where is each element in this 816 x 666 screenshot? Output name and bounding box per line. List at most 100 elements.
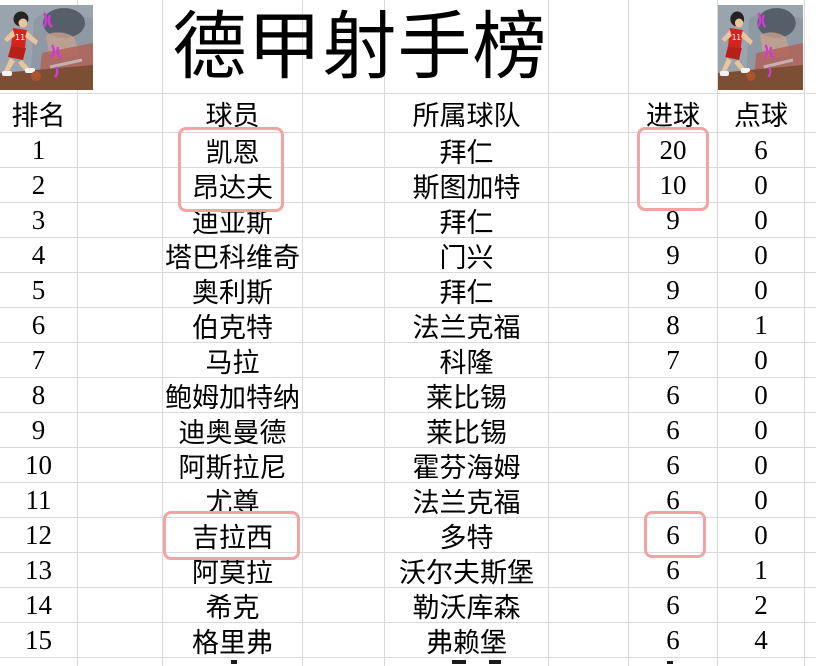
header-goals[interactable]: 进球 xyxy=(629,94,718,133)
empty-cell xyxy=(549,238,629,273)
cell-goals[interactable]: 9 xyxy=(629,273,718,308)
cell-player[interactable]: 希克 xyxy=(163,588,303,623)
header-player[interactable]: 球员 xyxy=(163,94,303,133)
cell-goals[interactable]: 20 xyxy=(629,133,718,168)
empty-cell xyxy=(805,238,816,273)
empty-cell xyxy=(805,413,816,448)
cell-penalty[interactable]: 0 xyxy=(718,273,805,308)
cell-rank[interactable]: 14 xyxy=(0,588,78,623)
cell-rank[interactable]: 10 xyxy=(0,448,78,483)
cell-player[interactable]: 鲍姆加特纳 xyxy=(163,378,303,413)
cell-rank[interactable]: 2 xyxy=(0,168,78,203)
cell-penalty[interactable]: 0 xyxy=(718,203,805,238)
cell-player[interactable]: 马拉 xyxy=(163,343,303,378)
cell-team[interactable]: 莱比锡 xyxy=(385,413,549,448)
cell-player[interactable]: 昂达夫 xyxy=(163,168,303,203)
cell-penalty[interactable]: 0 xyxy=(718,483,805,518)
empty-cell xyxy=(303,448,385,483)
cell-rank[interactable]: 13 xyxy=(0,553,78,588)
cell-team[interactable]: 科隆 xyxy=(385,343,549,378)
empty-cell xyxy=(805,133,816,168)
cell-rank[interactable]: 7 xyxy=(0,343,78,378)
cell-goals[interactable]: 6 xyxy=(629,483,718,518)
cell-penalty[interactable]: 0 xyxy=(718,238,805,273)
cell-player[interactable]: 阿莫拉 xyxy=(163,553,303,588)
cell-team[interactable]: 多特 xyxy=(385,518,549,553)
cell-team[interactable]: 拜仁 xyxy=(385,203,549,238)
basketball-player-artwork: 11 xyxy=(718,5,803,90)
cell-rank[interactable]: 11 xyxy=(0,483,78,518)
cell-player[interactable]: 尤尊 xyxy=(163,483,303,518)
cell-player[interactable]: 吉拉西 xyxy=(163,518,303,553)
empty-cell xyxy=(78,378,163,413)
cell-team[interactable]: 沃尔夫斯堡 xyxy=(385,553,549,588)
cell-goals[interactable]: 7 xyxy=(629,343,718,378)
cell-rank[interactable]: 15 xyxy=(0,623,78,658)
cell-player[interactable]: 伯克特 xyxy=(163,308,303,343)
cell-goals[interactable]: 6 xyxy=(629,518,718,553)
cell-penalty[interactable]: 0 xyxy=(718,168,805,203)
empty-cell xyxy=(78,448,163,483)
cell-team[interactable]: 勒沃库森 xyxy=(385,588,549,623)
cell-penalty[interactable]: 1 xyxy=(718,553,805,588)
gridline xyxy=(162,0,163,93)
cell-rank[interactable]: 12 xyxy=(0,518,78,553)
cell-team[interactable]: 霍芬海姆 xyxy=(385,448,549,483)
cell-player[interactable]: 迪亚斯 xyxy=(163,203,303,238)
cell-penalty[interactable]: 0 xyxy=(718,518,805,553)
cell-goals[interactable]: 9 xyxy=(629,203,718,238)
cell-player[interactable]: 塔巴科维奇 xyxy=(163,238,303,273)
cell-goals[interactable]: 6 xyxy=(629,378,718,413)
cell-team[interactable]: 法兰克福 xyxy=(385,483,549,518)
cell-team[interactable]: 弗赖堡 xyxy=(385,623,549,658)
cell-rank[interactable]: 9 xyxy=(0,413,78,448)
cell-penalty[interactable]: 6 xyxy=(718,133,805,168)
table-row: 15 格里弗 弗赖堡 6 4 xyxy=(0,623,816,658)
empty-cell xyxy=(303,168,385,203)
page-title: 德甲射手榜 xyxy=(172,7,548,89)
cell-penalty[interactable]: 0 xyxy=(718,378,805,413)
cell-goals[interactable]: 6 xyxy=(629,623,718,658)
cell-penalty[interactable]: 0 xyxy=(718,343,805,378)
empty-cell xyxy=(549,413,629,448)
cell-rank[interactable]: 5 xyxy=(0,273,78,308)
cell-goals[interactable]: 10 xyxy=(629,168,718,203)
empty-cell xyxy=(78,308,163,343)
cell-player[interactable]: 格里弗 xyxy=(163,623,303,658)
gridline xyxy=(717,0,718,93)
cell-goals[interactable]: 9 xyxy=(629,238,718,273)
cell-rank[interactable]: 8 xyxy=(0,378,78,413)
cell-team[interactable]: 拜仁 xyxy=(385,133,549,168)
cell-rank[interactable]: 3 xyxy=(0,203,78,238)
cell-team[interactable]: 门兴 xyxy=(385,238,549,273)
cell-player[interactable]: 阿斯拉尼 xyxy=(163,448,303,483)
cell-penalty[interactable]: 0 xyxy=(718,448,805,483)
cell-team[interactable]: 法兰克福 xyxy=(385,308,549,343)
empty-cell xyxy=(78,133,163,168)
header-team[interactable]: 所属球队 xyxy=(385,94,549,133)
cell-goals[interactable]: 6 xyxy=(629,413,718,448)
cell-goals[interactable]: 6 xyxy=(629,448,718,483)
empty-cell xyxy=(629,658,718,666)
cell-penalty[interactable]: 4 xyxy=(718,623,805,658)
cell-rank[interactable]: 1 xyxy=(0,133,78,168)
cell-team[interactable]: 斯图加特 xyxy=(385,168,549,203)
empty-cell xyxy=(303,658,385,666)
cell-goals[interactable]: 6 xyxy=(629,553,718,588)
header-penalty[interactable]: 点球 xyxy=(718,94,805,133)
cell-team[interactable]: 拜仁 xyxy=(385,273,549,308)
header-rank[interactable]: 排名 xyxy=(0,94,78,133)
cell-rank[interactable]: 4 xyxy=(0,238,78,273)
cell-penalty[interactable]: 1 xyxy=(718,308,805,343)
cell-goals[interactable]: 8 xyxy=(629,308,718,343)
cell-penalty[interactable]: 2 xyxy=(718,588,805,623)
cell-rank[interactable]: 6 xyxy=(0,308,78,343)
cell-player[interactable]: 迪奥曼德 xyxy=(163,413,303,448)
cell-goals[interactable]: 6 xyxy=(629,588,718,623)
empty-cell xyxy=(549,168,629,203)
empty-cell xyxy=(549,308,629,343)
cell-player[interactable]: 奥利斯 xyxy=(163,273,303,308)
cell-team[interactable]: 莱比锡 xyxy=(385,378,549,413)
cell-penalty[interactable]: 0 xyxy=(718,413,805,448)
cell-player[interactable]: 凯恩 xyxy=(163,133,303,168)
